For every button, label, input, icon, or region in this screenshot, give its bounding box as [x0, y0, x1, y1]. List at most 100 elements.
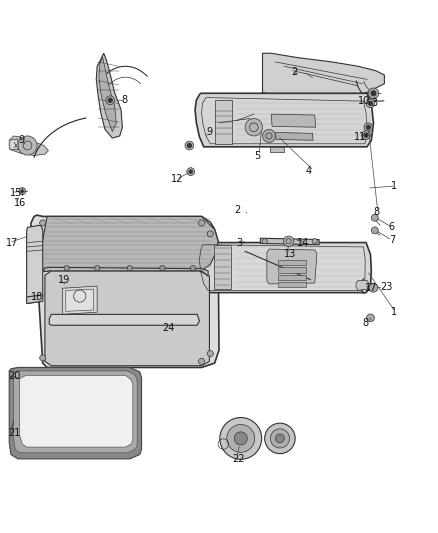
Polygon shape: [45, 271, 209, 366]
Circle shape: [366, 99, 375, 108]
Circle shape: [220, 417, 261, 459]
Circle shape: [19, 188, 26, 195]
Text: 1: 1: [391, 307, 397, 317]
Circle shape: [198, 220, 205, 226]
Text: 3: 3: [371, 98, 378, 108]
Circle shape: [95, 265, 100, 271]
Polygon shape: [260, 238, 319, 245]
Text: 14: 14: [297, 238, 310, 247]
Text: 3: 3: [237, 238, 243, 247]
Circle shape: [364, 133, 368, 137]
Polygon shape: [278, 268, 306, 272]
Circle shape: [160, 265, 165, 271]
Circle shape: [371, 214, 378, 221]
Circle shape: [367, 314, 374, 322]
Polygon shape: [276, 133, 313, 140]
Polygon shape: [37, 216, 218, 271]
Circle shape: [108, 98, 113, 102]
Circle shape: [368, 88, 379, 99]
Text: 15: 15: [10, 188, 22, 198]
Polygon shape: [262, 53, 385, 101]
Polygon shape: [49, 314, 199, 325]
Circle shape: [270, 429, 290, 448]
Polygon shape: [14, 371, 137, 453]
Polygon shape: [62, 286, 97, 314]
Text: 10: 10: [358, 96, 371, 106]
Polygon shape: [356, 280, 369, 290]
Circle shape: [312, 239, 318, 244]
Polygon shape: [195, 93, 374, 147]
Circle shape: [265, 423, 295, 454]
Circle shape: [64, 265, 69, 271]
Polygon shape: [270, 147, 284, 152]
Circle shape: [187, 168, 194, 175]
Polygon shape: [96, 53, 122, 138]
Text: 13: 13: [284, 249, 297, 260]
Circle shape: [371, 227, 378, 234]
Circle shape: [262, 130, 276, 142]
Text: 4: 4: [306, 166, 312, 176]
Text: 17: 17: [365, 283, 377, 293]
Circle shape: [106, 96, 115, 104]
Circle shape: [283, 236, 294, 246]
Circle shape: [127, 265, 132, 271]
Text: 5: 5: [254, 150, 260, 160]
Circle shape: [207, 231, 213, 237]
Circle shape: [198, 358, 205, 365]
Circle shape: [276, 434, 284, 443]
Polygon shape: [9, 139, 18, 150]
Polygon shape: [66, 289, 94, 311]
Text: 1: 1: [391, 181, 397, 191]
Circle shape: [369, 284, 378, 292]
Text: 17: 17: [6, 238, 18, 247]
Text: 16: 16: [14, 198, 27, 208]
Text: 9: 9: [19, 135, 25, 146]
Circle shape: [234, 432, 247, 445]
Text: 24: 24: [162, 324, 175, 333]
Text: 6: 6: [389, 222, 395, 232]
Circle shape: [364, 123, 373, 132]
Polygon shape: [31, 215, 219, 367]
Circle shape: [368, 101, 373, 106]
Text: 8: 8: [363, 318, 369, 328]
Circle shape: [245, 118, 262, 136]
Text: 7: 7: [389, 236, 395, 245]
Text: 8: 8: [374, 207, 380, 217]
Polygon shape: [214, 245, 231, 289]
Polygon shape: [9, 136, 48, 156]
Polygon shape: [27, 225, 43, 303]
Polygon shape: [193, 241, 371, 293]
Polygon shape: [215, 100, 232, 144]
Circle shape: [207, 351, 213, 357]
Text: 23: 23: [380, 282, 392, 293]
Circle shape: [227, 424, 254, 453]
Circle shape: [362, 131, 371, 140]
Text: 21: 21: [8, 428, 20, 438]
Polygon shape: [44, 268, 208, 276]
Polygon shape: [278, 282, 306, 287]
Circle shape: [187, 143, 191, 148]
Circle shape: [18, 136, 37, 155]
Circle shape: [371, 91, 376, 96]
Polygon shape: [271, 114, 316, 127]
Text: 22: 22: [232, 454, 244, 464]
Text: 2: 2: [291, 67, 297, 77]
Circle shape: [21, 190, 24, 192]
Text: 12: 12: [171, 174, 184, 184]
Text: 9: 9: [206, 127, 212, 138]
Text: 2: 2: [234, 205, 240, 215]
Circle shape: [40, 220, 46, 226]
Text: 11: 11: [354, 132, 366, 142]
Polygon shape: [278, 275, 306, 280]
Text: 19: 19: [58, 274, 70, 285]
Circle shape: [185, 141, 194, 150]
Polygon shape: [278, 260, 306, 265]
Text: 20: 20: [8, 371, 20, 381]
Polygon shape: [267, 249, 317, 284]
Polygon shape: [9, 367, 141, 459]
Circle shape: [366, 125, 371, 130]
Circle shape: [40, 355, 46, 361]
Text: 8: 8: [121, 95, 127, 105]
Circle shape: [189, 170, 192, 173]
Circle shape: [262, 239, 267, 244]
